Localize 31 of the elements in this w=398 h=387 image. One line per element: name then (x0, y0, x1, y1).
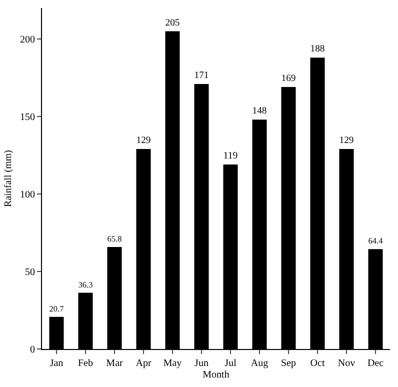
x-tick-label: May (163, 358, 182, 369)
data-label: 205 (165, 17, 180, 28)
data-label: 169 (281, 73, 296, 84)
x-tick-label: Oct (310, 358, 325, 369)
y-tick-label: 50 (25, 267, 35, 278)
data-label: 20.7 (49, 304, 64, 314)
data-label: 119 (223, 150, 238, 162)
data-label: 188 (310, 44, 325, 55)
data-label: 65.8 (107, 234, 122, 244)
data-label: 129 (339, 135, 354, 146)
x-tick-label: Dec (367, 358, 384, 369)
y-tick-label: 0 (30, 344, 35, 356)
y-tick-label: 200 (20, 34, 35, 46)
x-tick-label: Mar (106, 358, 124, 369)
x-tick-label: Jun (194, 358, 208, 369)
x-tick-label: Feb (78, 358, 93, 369)
x-tick-label: Nov (338, 358, 356, 369)
y-tick-label: 150 (20, 112, 35, 123)
x-tick-label: Aug (250, 358, 268, 369)
data-label: 171 (194, 70, 209, 82)
x-tick-label: Sep (281, 358, 296, 369)
data-label: 36.3 (78, 280, 93, 290)
y-axis-title: Rainfall (mm) (3, 150, 14, 207)
x-tick-label: Apr (136, 358, 152, 369)
x-tick-label: Jan (50, 358, 64, 369)
data-label: 64.4 (368, 236, 383, 246)
data-label: 129 (136, 135, 151, 146)
data-label: 148 (252, 106, 267, 117)
x-tick-label: Jul (224, 358, 237, 369)
x-axis-title: Month (202, 370, 230, 380)
y-tick-label: 100 (20, 190, 35, 200)
